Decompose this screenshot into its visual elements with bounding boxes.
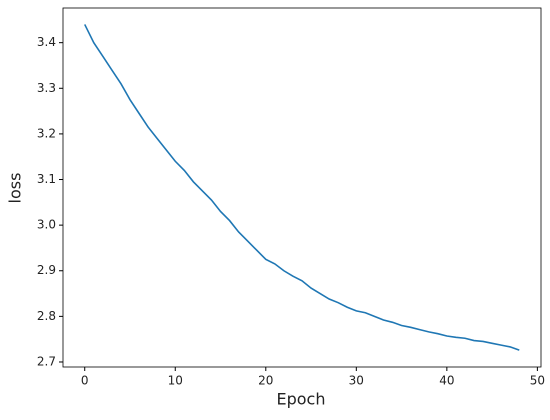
y-tick-label: 2.7 bbox=[37, 354, 56, 368]
x-tick-label: 30 bbox=[349, 374, 364, 388]
y-tick-label: 2.8 bbox=[37, 309, 56, 323]
y-tick-label: 3.2 bbox=[37, 126, 56, 140]
x-tick-label: 40 bbox=[439, 374, 454, 388]
x-tick-label: 0 bbox=[81, 374, 89, 388]
y-axis-label: loss bbox=[6, 173, 25, 204]
y-tick-label: 3.4 bbox=[37, 35, 56, 49]
x-axis-label: Epoch bbox=[277, 390, 326, 409]
y-tick-label: 3.1 bbox=[37, 172, 56, 186]
y-tick-label: 3.0 bbox=[37, 218, 56, 232]
y-tick-label: 2.9 bbox=[37, 263, 56, 277]
x-tick-label: 50 bbox=[530, 374, 545, 388]
x-tick-label: 20 bbox=[258, 374, 273, 388]
x-tick-label: 10 bbox=[168, 374, 183, 388]
plot-frame bbox=[62, 7, 542, 368]
loss-line bbox=[84, 24, 520, 351]
y-tick-label: 3.3 bbox=[37, 81, 56, 95]
